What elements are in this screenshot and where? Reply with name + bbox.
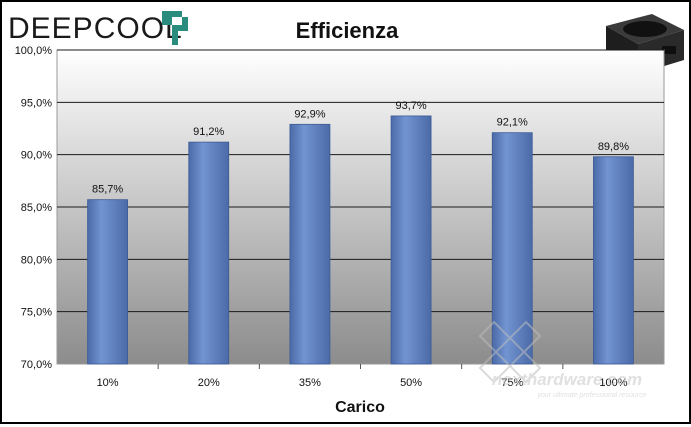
bar-value-label: 89,8% [598,141,629,153]
watermark: nexthardware.com your ultimate professio… [478,320,647,399]
x-axis: 10% 20% 35% 50% 75% 100% [97,364,628,389]
x-tick-label: 10% [97,377,119,389]
watermark-text: nexthardware.com [492,370,642,389]
y-tick-label: 95,0% [21,97,52,109]
bar-value-label: 85,7% [92,184,123,196]
bar-value-label: 91,2% [193,126,224,138]
bar-value-label: 93,7% [395,100,426,112]
brand-logo: DEEPCOOL [8,11,188,45]
bar [491,132,533,365]
x-tick-label: 100% [599,377,627,389]
y-tick-label: 80,0% [21,254,52,266]
bar-series: 85,7% 91,2% 92,9% 93,7% 92,1% 89,8% [87,100,634,365]
y-tick-label: 75,0% [21,307,52,319]
bar [188,141,230,365]
x-tick-label: 50% [400,377,422,389]
y-tick-label: 100,0% [15,45,53,57]
bar [593,156,634,365]
bar-value-label: 92,1% [497,117,528,129]
bar [289,123,331,365]
watermark-tagline: your ultimate professional resource [537,392,647,399]
bar [390,115,432,365]
brand-name: DEEPCOOL [8,12,183,45]
x-tick-label: 35% [299,377,321,389]
x-axis-title: Carico [335,399,385,416]
watermark-logo-icon [478,320,542,384]
y-tick-label: 90,0% [21,150,52,162]
x-tick-label: 75% [501,377,523,389]
gridlines [57,49,664,313]
y-tick-label: 85,0% [21,202,52,214]
y-tick-label: 70,0% [21,359,52,371]
x-tick-label: 20% [198,377,220,389]
y-axis: 70,0% 75,0% 80,0% 85,0% 90,0% 95,0% 100,0% [15,45,53,371]
chart-title: Efficienza [296,18,399,43]
efficiency-chart: DEEPCOOL Efficienza 70,0% 75,0% 80,0% 85,0% [8,11,684,416]
bar-value-label: 92,9% [294,108,325,120]
brand-mark-icon [162,11,188,45]
bar [87,199,128,365]
